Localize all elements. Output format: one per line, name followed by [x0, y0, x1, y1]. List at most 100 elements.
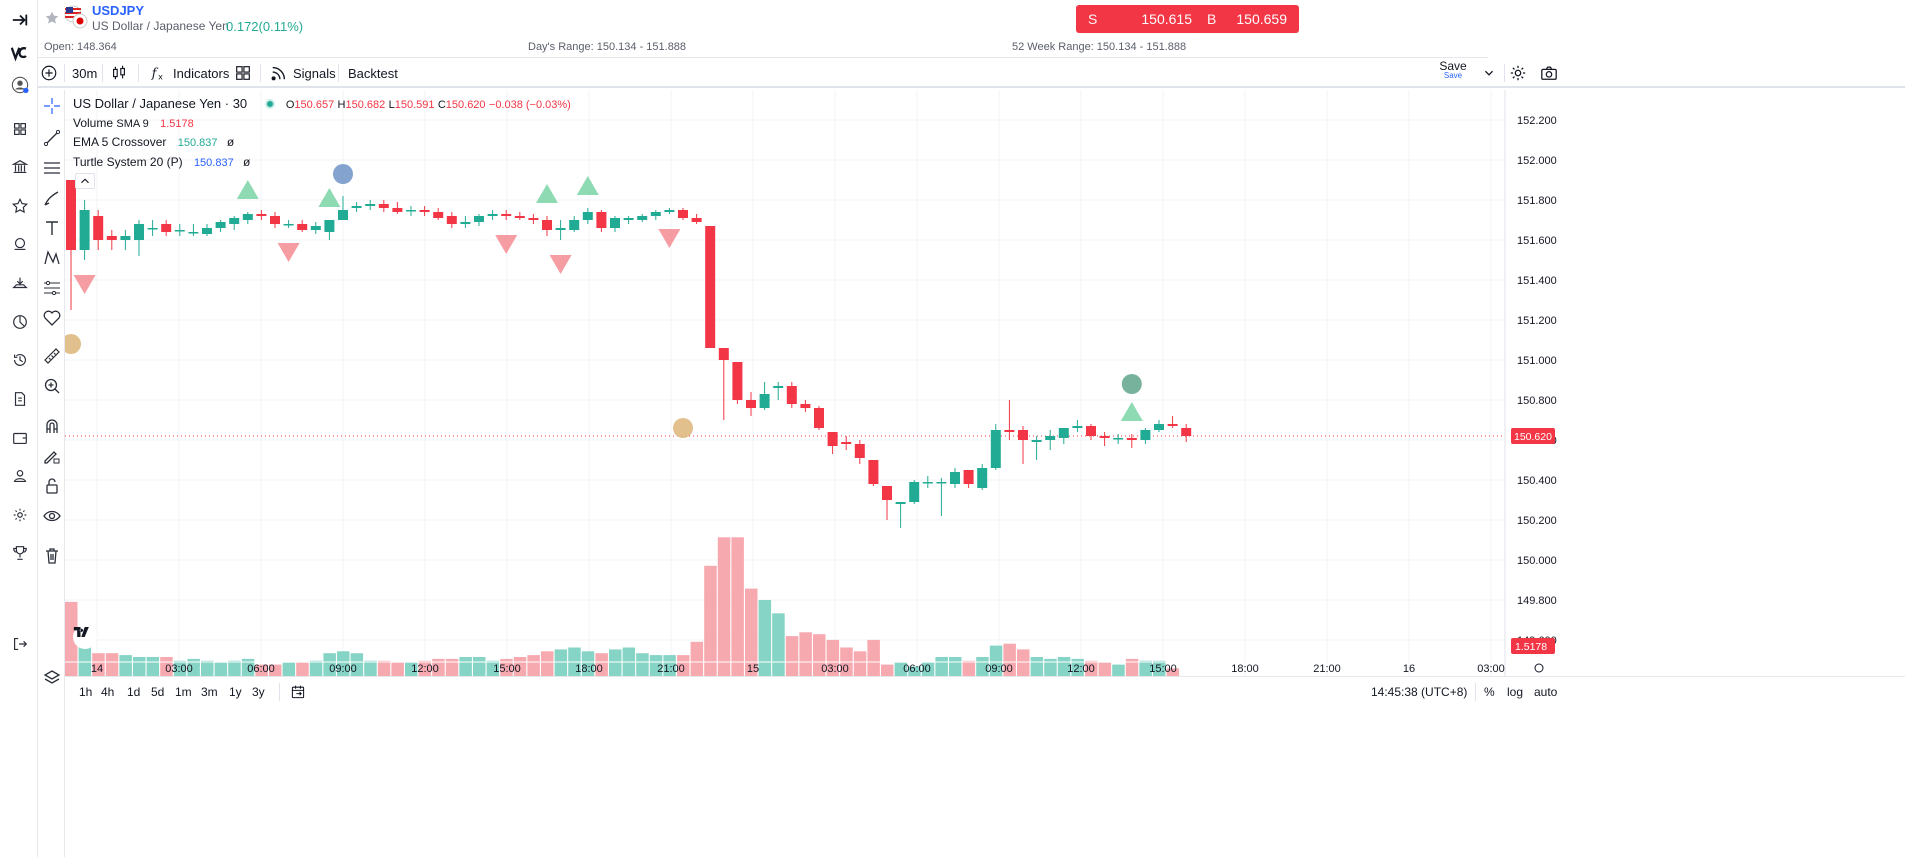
candle-body[interactable]: [759, 394, 770, 408]
candle-body[interactable]: [392, 208, 403, 212]
candle-body[interactable]: [800, 404, 811, 408]
ruler-icon[interactable]: [40, 344, 64, 368]
percent-scale-toggle[interactable]: %: [1484, 685, 1495, 699]
buy-button[interactable]: B 150.659: [1195, 5, 1299, 33]
sell-signal-marker[interactable]: [73, 275, 96, 294]
candle-body[interactable]: [93, 216, 104, 240]
turtle-dot-marker[interactable]: [1121, 374, 1142, 394]
chart-type-button[interactable]: [110, 62, 128, 84]
candle-body[interactable]: [596, 212, 607, 228]
turtle-dot-marker[interactable]: [65, 334, 81, 354]
candle-body[interactable]: [909, 482, 920, 502]
candle-body[interactable]: [922, 482, 933, 484]
candle-body[interactable]: [637, 216, 648, 220]
candle-body[interactable]: [528, 218, 539, 220]
candle-body[interactable]: [623, 218, 634, 220]
candle-body[interactable]: [460, 222, 471, 224]
legend-volume[interactable]: Volume SMA 9 1.5178: [73, 116, 194, 130]
axis-settings-gear-icon[interactable]: [1534, 663, 1544, 673]
candle-body[interactable]: [1113, 438, 1124, 440]
sell-signal-marker[interactable]: [495, 235, 518, 254]
save-dropdown[interactable]: [1480, 62, 1498, 84]
candle-body[interactable]: [501, 214, 512, 216]
text-tool-icon[interactable]: [40, 216, 64, 240]
candle-body[interactable]: [977, 468, 988, 488]
candle-body[interactable]: [1004, 430, 1015, 432]
candle-body[interactable]: [664, 210, 675, 212]
candle-body[interactable]: [66, 180, 76, 250]
candle-body[interactable]: [419, 210, 430, 212]
candle-body[interactable]: [746, 400, 756, 408]
indicators-button[interactable]: f x Indicators: [150, 62, 230, 84]
buy-signal-marker[interactable]: [1120, 402, 1143, 421]
goto-date-icon[interactable]: [290, 684, 306, 700]
candle-body[interactable]: [270, 216, 280, 224]
crosshair-tool-icon[interactable]: [40, 94, 64, 118]
candle-body[interactable]: [256, 214, 267, 216]
screenshot-button[interactable]: [1540, 62, 1558, 84]
candle-body[interactable]: [324, 220, 335, 232]
horizontal-lines-tool-icon[interactable]: [40, 156, 64, 180]
range-3m[interactable]: 3m: [201, 685, 218, 699]
candle-body[interactable]: [310, 226, 321, 230]
logout-icon[interactable]: [9, 633, 31, 655]
sell-signal-marker[interactable]: [549, 255, 572, 274]
candle-body[interactable]: [188, 232, 199, 234]
save-button[interactable]: Save Save: [1438, 59, 1468, 80]
projection-tool-icon[interactable]: [40, 276, 64, 300]
templates-button[interactable]: [234, 62, 252, 84]
buy-signal-marker[interactable]: [536, 184, 558, 203]
candle-body[interactable]: [1181, 428, 1192, 436]
candle-body[interactable]: [1018, 430, 1028, 440]
chart-settings-button[interactable]: [1509, 62, 1527, 84]
range-1y[interactable]: 1y: [229, 685, 242, 699]
chart-canvas[interactable]: 152.200 152.000 151.800 151.600 151.400 151.2…: [65, 90, 1905, 676]
candle-body[interactable]: [582, 212, 593, 220]
sell-signal-marker[interactable]: [658, 229, 681, 248]
trendline-tool-icon[interactable]: [40, 126, 64, 150]
candle-body[interactable]: [1045, 436, 1056, 440]
buy-signal-marker[interactable]: [318, 188, 341, 207]
candle-body[interactable]: [650, 212, 661, 216]
candle-body[interactable]: [814, 408, 824, 428]
user-avatar-icon[interactable]: [9, 74, 31, 96]
turtle-dot-marker[interactable]: [333, 164, 353, 184]
portfolio-pie-icon[interactable]: [9, 311, 31, 333]
buy-signal-marker[interactable]: [576, 176, 599, 195]
money-icon[interactable]: [9, 233, 31, 255]
layers-icon[interactable]: [40, 666, 64, 690]
candle-body[interactable]: [963, 470, 974, 484]
trophy-icon[interactable]: [9, 542, 31, 564]
candle-body[interactable]: [950, 472, 960, 484]
candle-body[interactable]: [134, 224, 144, 240]
signals-button[interactable]: Signals: [270, 62, 336, 84]
candle-body[interactable]: [705, 226, 716, 348]
candle-body[interactable]: [1086, 426, 1096, 436]
log-scale-toggle[interactable]: log: [1507, 685, 1524, 699]
range-1m[interactable]: 1m: [175, 685, 192, 699]
magnet-icon[interactable]: [40, 414, 64, 438]
candle-body[interactable]: [691, 218, 702, 222]
add-symbol-button[interactable]: [40, 62, 58, 84]
candle-body[interactable]: [174, 230, 185, 232]
auto-scale-toggle[interactable]: auto: [1534, 685, 1558, 699]
candle-body[interactable]: [854, 444, 865, 458]
lock-drawing-icon[interactable]: [40, 444, 64, 468]
sell-signal-marker[interactable]: [277, 243, 300, 262]
profile-icon[interactable]: [9, 465, 31, 487]
zoom-in-icon[interactable]: [40, 374, 64, 398]
candle-body[interactable]: [1099, 436, 1110, 438]
candle-body[interactable]: [936, 482, 947, 484]
trash-icon[interactable]: [40, 544, 64, 568]
candle-body[interactable]: [786, 386, 797, 404]
legend-turtle[interactable]: Turtle System 20 (P) 150.837 ø: [73, 155, 250, 169]
pattern-tool-icon[interactable]: [40, 246, 64, 270]
candle-body[interactable]: [678, 210, 688, 218]
candle-body[interactable]: [365, 204, 376, 206]
candle-body[interactable]: [773, 386, 784, 388]
buy-signal-marker[interactable]: [236, 180, 259, 199]
candle-body[interactable]: [161, 224, 172, 232]
candle-body[interactable]: [283, 224, 294, 226]
settings-gear-icon[interactable]: [9, 504, 31, 526]
candle-body[interactable]: [378, 204, 389, 208]
